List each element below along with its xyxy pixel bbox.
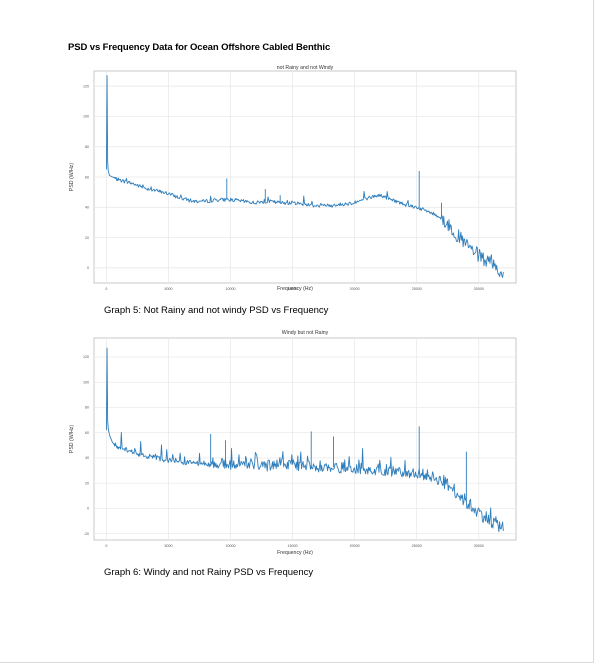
x-tick-label: 0	[105, 544, 107, 548]
y-axis-label: PSD (W/Hz)	[69, 425, 75, 454]
caption-graph-5: Graph 5: Not Rainy and not windy PSD vs …	[104, 305, 329, 316]
x-tick-label: 5000	[164, 544, 172, 548]
x-tick-label: 15000	[288, 287, 298, 291]
y-tick-label: 100	[83, 380, 89, 384]
x-tick-label: 25000	[412, 544, 422, 548]
psd-series-line	[105, 347, 504, 533]
x-tick-label: 10000	[226, 544, 236, 548]
y-tick-label: 20	[85, 236, 89, 240]
y-tick-label: 100	[83, 115, 89, 119]
x-tick-label: 20000	[350, 544, 360, 548]
x-tick-label: 5000	[164, 287, 172, 291]
x-axis-label: Frequency (Hz)	[277, 286, 313, 292]
x-tick-label: 10000	[226, 287, 236, 291]
y-tick-label: 120	[83, 355, 89, 359]
psd-series-line	[105, 75, 504, 278]
y-tick-label: 120	[83, 84, 89, 88]
y-axis-label: PSD (W/Hz)	[69, 163, 75, 192]
x-tick-label: 20000	[350, 287, 360, 291]
y-tick-label: 0	[87, 507, 89, 511]
x-tick-label: 30000	[474, 544, 484, 548]
y-tick-label: 80	[85, 406, 89, 410]
y-tick-label: 40	[85, 206, 89, 210]
plot-area	[93, 337, 517, 541]
chart-title: not Rainy and not Windy	[277, 65, 334, 71]
caption-graph-6: Graph 6: Windy and not Rainy PSD vs Freq…	[104, 567, 314, 578]
y-tick-label: 40	[85, 456, 89, 460]
x-tick-label: 25000	[412, 287, 422, 291]
x-axis-label: Frequency (Hz)	[277, 550, 313, 556]
x-tick-label: 30000	[474, 287, 484, 291]
psd-chart-windy-not-rainy: 0 5000 10000 15000 20000 25000 30000 -20 0 20 40 60…	[69, 330, 517, 556]
y-tick-label: 60	[85, 175, 89, 179]
y-tick-label: 60	[85, 431, 89, 435]
x-tick-label: 0	[105, 287, 107, 291]
document-title: PSD vs Frequency Data for Ocean Offshore…	[68, 42, 331, 53]
psd-chart-not-rainy-not-windy: 0 5000 10000 15000 20000 25000 30000 0 20 40 60 80 1…	[69, 65, 517, 292]
y-tick-label: -20	[84, 532, 89, 536]
y-tick-label: 80	[85, 145, 89, 149]
y-tick-label: 0	[87, 266, 89, 270]
y-tick-label: 20	[85, 481, 89, 485]
chart-title: Windy but not Rainy	[282, 330, 329, 336]
x-tick-label: 15000	[288, 544, 298, 548]
